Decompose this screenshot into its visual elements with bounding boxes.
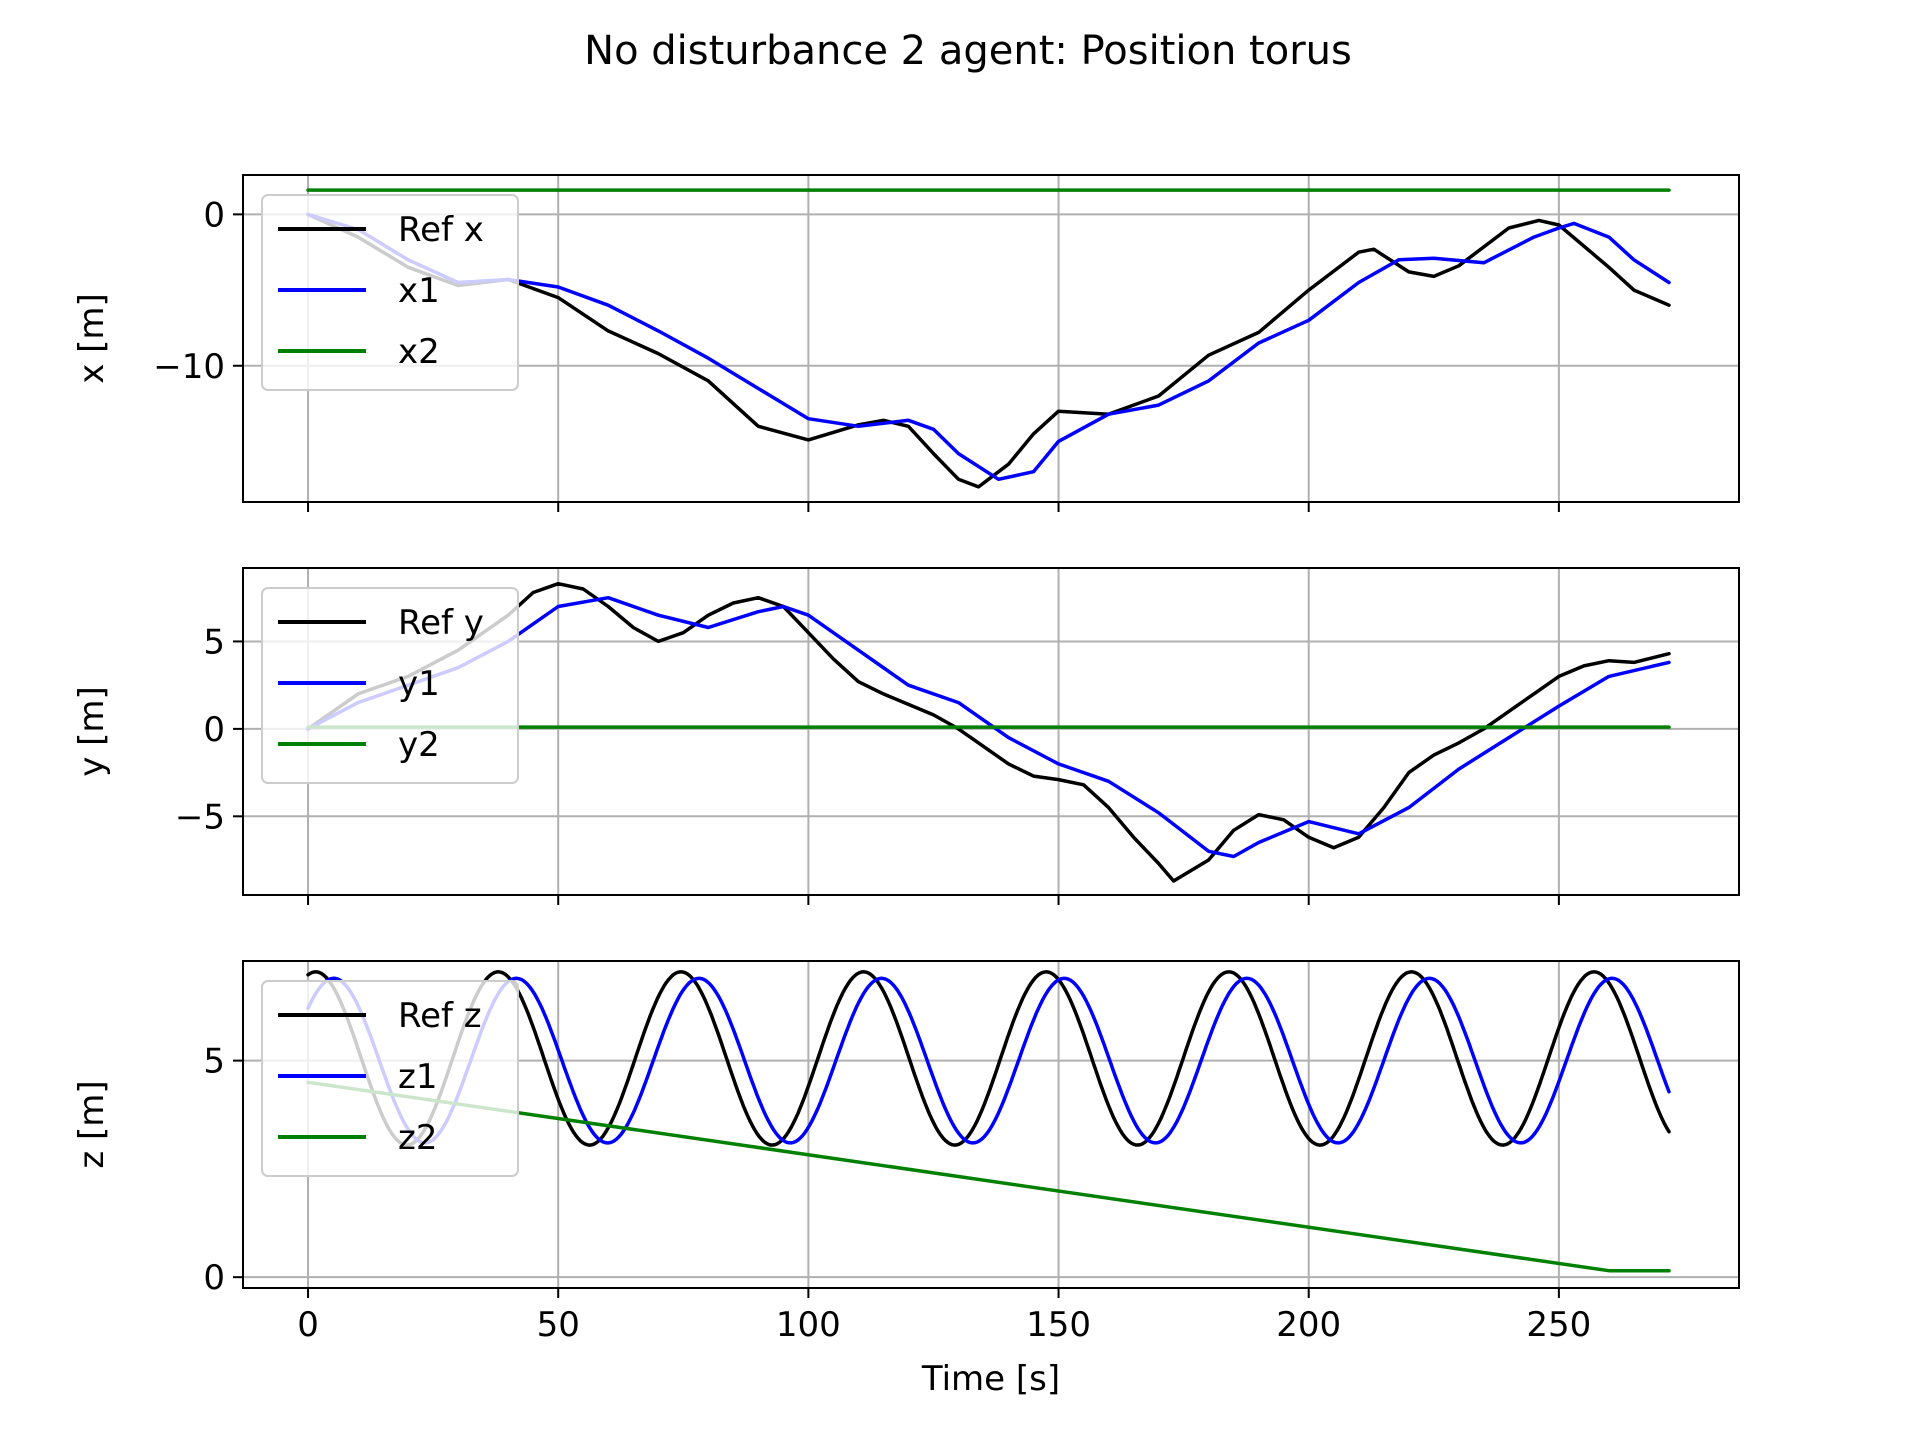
legend-label: z2 — [398, 1118, 437, 1158]
x-tick-label: 100 — [776, 1305, 841, 1345]
plot-area — [306, 581, 1671, 883]
legend-label: Ref z — [398, 996, 482, 1036]
figure-title: No disturbance 2 agent: Position torus — [584, 28, 1352, 74]
y-tick-label: 5 — [203, 1042, 225, 1082]
legend: Ref y y1 y2 — [261, 587, 519, 784]
series-line-x1 — [306, 212, 1671, 482]
x-tick-label: 150 — [1026, 1305, 1091, 1345]
x-tick-label: 50 — [537, 1305, 580, 1345]
y-axis-label: x [m] — [72, 293, 112, 384]
axes-frame — [242, 960, 1740, 1289]
subplot-1: 0 −10 x [m] Ref x x1 x2 — [72, 174, 1740, 512]
series-line-ref-z — [306, 970, 1671, 1147]
plot-area — [306, 188, 1671, 489]
legend: Ref z z1 z2 — [261, 980, 519, 1177]
legend: Ref x x1 x2 — [261, 194, 519, 391]
axes-frame — [242, 174, 1740, 503]
series-line-z2 — [306, 1080, 1671, 1273]
legend-label: Ref y — [398, 603, 484, 643]
series-line-ref-x — [306, 212, 1671, 489]
y-tick-label: 0 — [203, 710, 225, 750]
legend-label: x2 — [398, 332, 440, 372]
legend-box — [261, 587, 519, 784]
subplot-3: 0 50 100 150 200 250 0 5 z [m] Time [s] Ref z z1 z2 — [72, 960, 1740, 1399]
legend-box — [261, 980, 519, 1177]
axes-frame — [242, 567, 1740, 896]
y-tick-label: −5 — [175, 797, 225, 837]
legend-label: y1 — [398, 664, 440, 704]
legend-label: z1 — [398, 1057, 437, 1097]
series-line-ref-y — [306, 581, 1671, 883]
y-tick-label: −10 — [153, 347, 225, 387]
y-tick-label: 0 — [203, 1258, 225, 1298]
plot-area — [306, 970, 1671, 1273]
y-tick-label: 5 — [203, 622, 225, 662]
y-tick-label: 0 — [203, 195, 225, 235]
x-tick-label: 200 — [1276, 1305, 1341, 1345]
series-line-y1 — [306, 595, 1671, 859]
x-axis-label: Time [s] — [921, 1359, 1060, 1399]
legend-box — [261, 194, 519, 391]
y-axis-label: y [m] — [72, 686, 112, 777]
legend-label: Ref x — [398, 210, 484, 250]
legend-label: x1 — [398, 271, 440, 311]
subplot-2: 5 0 −5 y [m] Ref y y1 y2 — [72, 567, 1740, 905]
legend-label: y2 — [398, 725, 440, 765]
x-tick-label: 250 — [1526, 1305, 1591, 1345]
y-axis-label: z [m] — [72, 1080, 112, 1168]
series-line-z1 — [306, 976, 1671, 1145]
x-tick-label: 0 — [297, 1305, 319, 1345]
